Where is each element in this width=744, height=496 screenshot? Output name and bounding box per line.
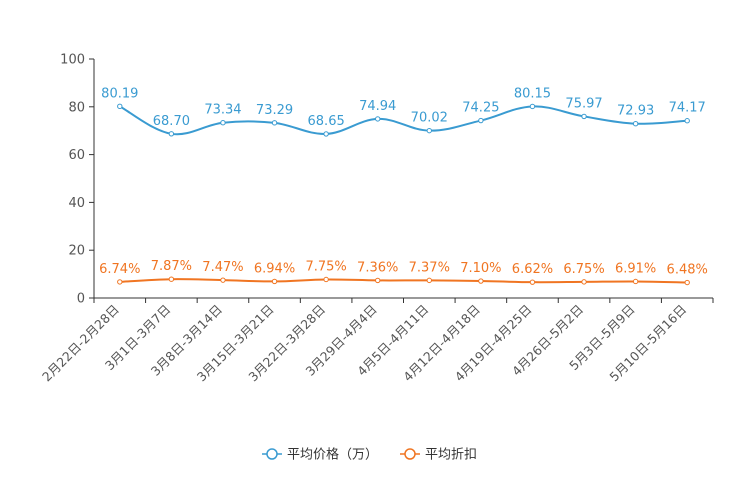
data-point bbox=[323, 276, 329, 283]
data-label: 73.29 bbox=[256, 103, 293, 118]
legend-label: 平均价格（万） bbox=[287, 447, 378, 463]
y-tick-label: 0 bbox=[77, 292, 85, 307]
legend: 平均价格（万） 平均折扣 bbox=[262, 447, 477, 463]
data-point bbox=[684, 118, 690, 124]
legend-marker-icon bbox=[266, 448, 278, 460]
y-tick-label: 60 bbox=[68, 148, 85, 163]
data-label: 72.93 bbox=[617, 104, 654, 119]
data-point bbox=[271, 278, 278, 285]
data-point bbox=[478, 278, 484, 284]
data-point bbox=[168, 276, 175, 282]
data-point bbox=[220, 120, 226, 126]
y-tick-label: 20 bbox=[68, 244, 85, 259]
data-label: 7.36% bbox=[357, 260, 398, 275]
data-label: 6.48% bbox=[667, 263, 708, 278]
data-label: 80.19 bbox=[101, 86, 138, 101]
data-point bbox=[684, 279, 690, 286]
legend-marker-icon bbox=[404, 448, 416, 460]
data-point bbox=[632, 120, 639, 127]
data-point bbox=[529, 103, 536, 110]
data-point bbox=[581, 279, 587, 285]
data-point bbox=[117, 279, 123, 285]
data-label: 68.70 bbox=[153, 114, 190, 129]
data-label: 6.75% bbox=[563, 262, 604, 277]
data-label: 7.10% bbox=[460, 261, 501, 276]
y-tick-label: 80 bbox=[68, 100, 85, 115]
data-label: 74.17 bbox=[669, 101, 706, 116]
data-point bbox=[375, 116, 381, 122]
data-label: 6.91% bbox=[615, 261, 656, 276]
data-point bbox=[323, 131, 329, 137]
data-label: 6.62% bbox=[512, 262, 553, 277]
data-point bbox=[375, 277, 381, 284]
y-tick-label: 100 bbox=[60, 53, 85, 68]
data-label: 6.74% bbox=[99, 262, 140, 277]
legend-label: 平均折扣 bbox=[425, 448, 477, 463]
x-tick-label: 2月22日-2月28日 bbox=[39, 302, 122, 385]
data-label: 7.37% bbox=[409, 260, 450, 275]
data-point bbox=[271, 120, 278, 126]
data-point bbox=[220, 277, 226, 283]
data-point bbox=[426, 127, 432, 134]
data-label: 74.25 bbox=[462, 101, 499, 116]
data-point bbox=[529, 279, 536, 285]
data-label: 80.15 bbox=[514, 86, 551, 101]
data-point bbox=[632, 278, 639, 285]
y-tick-label: 40 bbox=[68, 196, 85, 211]
series-line-1 bbox=[119, 105, 688, 136]
data-point bbox=[168, 131, 175, 137]
data-label: 75.97 bbox=[565, 96, 602, 111]
series-line-2 bbox=[119, 278, 688, 284]
data-label: 70.02 bbox=[411, 111, 448, 126]
data-point bbox=[581, 113, 587, 120]
data-label: 73.34 bbox=[204, 103, 241, 118]
data-point bbox=[478, 117, 484, 124]
data-label: 74.94 bbox=[359, 99, 396, 114]
data-label: 7.75% bbox=[305, 259, 346, 274]
data-label: 68.65 bbox=[308, 114, 345, 129]
data-point bbox=[426, 277, 432, 284]
data-label: 7.87% bbox=[151, 259, 192, 274]
data-label: 6.94% bbox=[254, 261, 295, 276]
data-point bbox=[117, 103, 123, 110]
data-label: 7.47% bbox=[202, 260, 243, 275]
